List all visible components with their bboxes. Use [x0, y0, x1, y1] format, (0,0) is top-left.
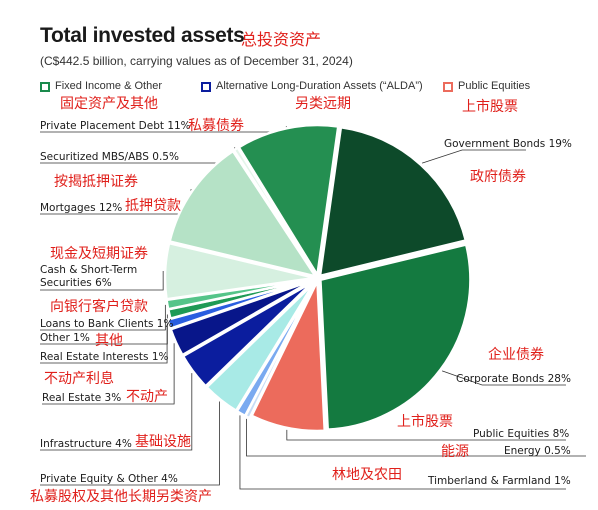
legend-translation: 固定资产及其他 — [60, 96, 158, 112]
leader-line — [441, 370, 566, 386]
slice-translation-real-estate: 不动产 — [126, 389, 168, 405]
slice-translation-private-placement: 私募债券 — [188, 118, 244, 134]
slice-translation-loans-bank-clients: 向银行客户贷款 — [50, 299, 148, 315]
legend-translation: 上市股票 — [462, 99, 518, 115]
pie-slice-private-placement-debt-11 — [237, 123, 340, 279]
leader-line — [40, 324, 168, 364]
leader-line — [239, 415, 566, 490]
slice-label-energy: Energy 0.5% — [504, 445, 571, 457]
slice-translation-timberland: 林地及农田 — [332, 467, 402, 483]
slice-translation-mortgages: 抵押贷款 — [125, 198, 181, 214]
leader-line — [421, 149, 526, 164]
legend-swatch — [443, 82, 453, 92]
slice-translation-real-estate-interests: 不动产利息 — [44, 371, 114, 387]
slice-label-government-bonds: Government Bonds 19% — [444, 138, 572, 150]
slice-label-other: Other 1% — [40, 332, 90, 344]
slice-label-cash: Cash & Short-Term Securities 6% — [40, 264, 138, 289]
slice-translation-cash: 现金及短期证券 — [50, 246, 148, 262]
leader-line — [40, 304, 166, 331]
slice-translation-securitized: 按揭抵押证券 — [54, 174, 138, 190]
pie-slice-private-equity-other-4 — [204, 281, 316, 413]
slice-translation-infrastructure: 基础设施 — [135, 434, 191, 450]
legend-swatch — [201, 82, 211, 92]
chart-subtitle: (C$442.5 billion, carrying values as of … — [40, 54, 353, 68]
chart-title-translation: 总投资资产 — [241, 30, 322, 49]
leader-line — [42, 343, 175, 405]
leader-line — [40, 373, 193, 451]
slice-translation-energy: 能源 — [441, 444, 469, 460]
pie-slice-real-estate-interests-1 — [166, 278, 313, 331]
slice-translation-public-equities: 上市股票 — [397, 414, 453, 430]
legend-item-alda: Alternative Long-Duration Assets (“ALDA”… — [201, 80, 423, 92]
legend-translation: 另类远期 — [295, 96, 351, 112]
slice-label-securitized: Securitized MBS/ABS 0.5% — [40, 151, 179, 163]
pie-slice-cash-short-term-securities-6 — [163, 241, 316, 301]
pie-slice-mortgages-12 — [168, 149, 319, 279]
leader-line — [40, 270, 164, 291]
leader-line — [40, 401, 220, 486]
slice-label-loans-bank-clients: Loans to Bank Clients 1% — [40, 318, 174, 330]
legend-label: Alternative Long-Duration Assets (“ALDA”… — [216, 80, 423, 92]
slice-label-private-placement: Private Placement Debt 11% — [40, 120, 191, 132]
legend-swatch — [40, 82, 50, 92]
slice-label-infrastructure: Infrastructure 4% — [40, 438, 132, 450]
slice-label-public-equities: Public Equities 8% — [473, 428, 570, 440]
chart-title: Total invested assets — [40, 24, 245, 47]
pie-slice-government-bonds-19 — [318, 125, 468, 278]
slice-label-mortgages: Mortgages 12% — [40, 202, 123, 214]
slice-label-timberland: Timberland & Farmland 1% — [428, 475, 571, 487]
slice-label-corporate-bonds: Corporate Bonds 28% — [456, 373, 571, 385]
legend-label: Public Equities — [458, 80, 531, 92]
slice-label-real-estate-interests: Real Estate Interests 1% — [40, 351, 169, 363]
slice-translation-other: 其他 — [95, 333, 123, 349]
leader-line — [246, 418, 586, 457]
legend-item-fixed-income: Fixed Income & Other — [40, 80, 162, 92]
slice-translation-corporate-bonds: 企业债券 — [488, 347, 544, 363]
slice-translation-government-bonds: 政府债券 — [470, 169, 526, 185]
pie-slice-corporate-bonds-28 — [319, 243, 472, 431]
legend-label: Fixed Income & Other — [55, 80, 162, 92]
pie-slice-infrastructure-4 — [181, 280, 315, 388]
slice-label-real-estate: Real Estate 3% — [42, 392, 122, 404]
slice-label-private-equity: Private Equity & Other 4% — [40, 473, 178, 485]
legend-item-public-equities: Public Equities — [443, 80, 530, 92]
slice-translation-private-equity: 私募股权及其他长期另类资产 — [30, 489, 212, 505]
leader-line — [286, 429, 566, 441]
